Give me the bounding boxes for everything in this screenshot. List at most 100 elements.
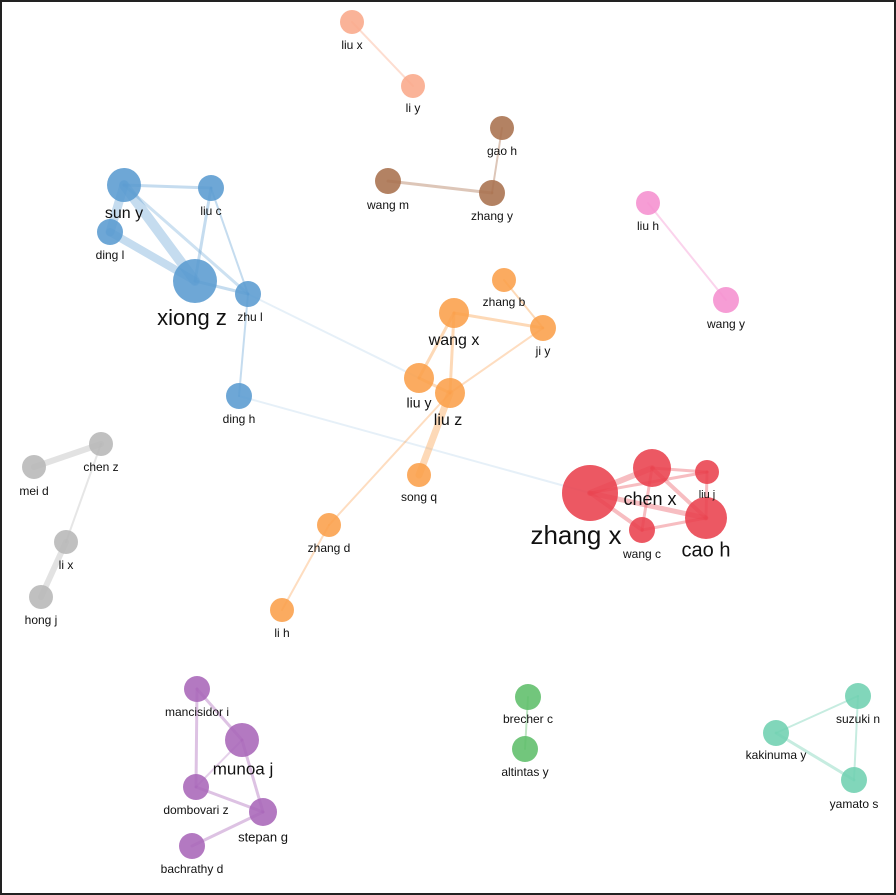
node-label: kakinuma y	[746, 748, 807, 762]
labels: liu x li y gao h wang m zhang y liu h wang y su…	[19, 38, 880, 876]
edge	[351, 21, 414, 87]
node	[249, 798, 277, 826]
node-label: liu h	[637, 219, 659, 233]
node	[198, 175, 224, 201]
node	[179, 833, 205, 859]
node	[695, 460, 719, 484]
node	[97, 219, 123, 245]
node-label: liu y	[407, 395, 432, 411]
node-label: zhang d	[308, 541, 351, 555]
node	[89, 432, 113, 456]
node-label: li y	[406, 101, 421, 115]
node-label: liu j	[699, 489, 716, 501]
node-label: zhu l	[237, 310, 262, 324]
node	[184, 676, 210, 702]
node	[107, 168, 141, 202]
edge	[210, 187, 249, 295]
node	[841, 767, 867, 793]
edge	[386, 179, 494, 195]
node	[713, 287, 739, 313]
node-label: brecher c	[503, 712, 553, 726]
node-label: munoa j	[213, 759, 273, 778]
node-label: ji y	[535, 344, 551, 358]
node	[479, 180, 505, 206]
node	[375, 168, 401, 194]
node-label: chen x	[623, 489, 676, 509]
node	[636, 191, 660, 215]
edge	[647, 202, 727, 301]
node	[439, 298, 469, 328]
node-label: li h	[274, 626, 289, 640]
node-label: liu z	[434, 412, 462, 429]
node-label: liu x	[341, 38, 362, 52]
node-label: suzuki n	[836, 712, 880, 726]
node	[404, 363, 434, 393]
nodes	[22, 10, 871, 859]
node-label: altintas y	[501, 765, 548, 779]
node	[225, 723, 259, 757]
edge	[449, 327, 544, 394]
node	[515, 684, 541, 710]
node-label: zhang y	[471, 209, 513, 223]
node	[845, 683, 871, 709]
node	[22, 455, 46, 479]
node	[173, 259, 217, 303]
node	[492, 268, 516, 292]
node-label: wang y	[706, 317, 745, 331]
edge	[775, 695, 859, 734]
node	[235, 281, 261, 307]
node	[685, 497, 727, 539]
node	[29, 585, 53, 609]
edge	[65, 443, 102, 543]
node	[530, 315, 556, 341]
node-label: dombovari z	[163, 803, 228, 817]
node	[340, 10, 364, 34]
edge	[281, 524, 330, 611]
node	[226, 383, 252, 409]
node-label: zhang b	[483, 295, 526, 309]
node-label: liu c	[200, 204, 221, 218]
node	[629, 517, 655, 543]
node	[562, 465, 618, 521]
node-label: bachrathy d	[161, 862, 224, 876]
node-label: ding h	[223, 412, 256, 426]
node	[633, 449, 671, 487]
node	[435, 378, 465, 408]
node	[54, 530, 78, 554]
node-label: wang x	[428, 332, 480, 349]
node-label: li x	[59, 558, 74, 572]
node	[512, 736, 538, 762]
node-label: wang m	[366, 198, 409, 212]
edge	[238, 395, 591, 494]
node-label: song q	[401, 490, 437, 504]
edge	[774, 731, 856, 782]
node	[490, 116, 514, 140]
node	[317, 513, 341, 537]
node	[401, 74, 425, 98]
node-label: cao h	[682, 539, 731, 561]
edge	[328, 392, 451, 526]
edge	[238, 293, 249, 397]
edge	[853, 695, 859, 781]
node-label: xiong z	[157, 305, 227, 330]
node	[270, 598, 294, 622]
node	[763, 720, 789, 746]
node	[183, 774, 209, 800]
node-label: wang c	[622, 547, 661, 561]
edge	[194, 687, 199, 789]
node-label: chen z	[83, 460, 118, 474]
node-label: stepan g	[238, 829, 288, 844]
node-label: yamato s	[830, 797, 879, 811]
node	[407, 463, 431, 487]
edge	[452, 311, 545, 330]
node-label: sun y	[105, 205, 143, 222]
node-label: gao h	[487, 144, 517, 158]
node-label: ding l	[96, 248, 125, 262]
node-label: hong j	[25, 613, 58, 627]
edge	[122, 183, 250, 296]
edge	[247, 293, 420, 379]
node-label: mei d	[19, 484, 48, 498]
